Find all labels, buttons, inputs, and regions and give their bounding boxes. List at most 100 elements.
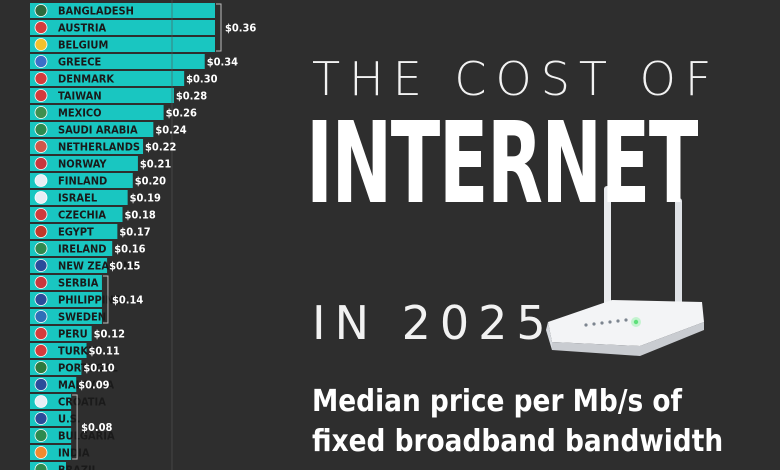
value-label: $0.21 [140,158,171,171]
country-label: SWEDEN [58,311,106,324]
flag-icon [34,378,48,391]
bar-row: INDIA [30,445,90,460]
value-label: $0.19 [130,192,161,205]
bar [30,224,118,239]
flag-icon [34,157,48,170]
flag-icon [34,38,48,51]
flag-icon [34,242,48,255]
flag-icon [34,310,48,323]
country-label: FINLAND [58,175,107,188]
country-label: PERU [58,328,88,341]
bar [30,3,215,18]
country-label: BRAZIL [58,464,99,470]
country-label: BULGARIA [58,430,115,443]
flag-icon [34,361,48,374]
country-label: ISRAEL [58,192,98,205]
bar-row: SAUDI ARABIA [30,122,154,137]
flag-icon [34,344,48,357]
bar [30,105,164,120]
bar-row: NORWAY [30,156,138,171]
value-label: $0.28 [176,90,207,103]
country-label: PHILIPPINES [58,294,128,307]
subtitle-line-1: Median price per Mb/s of [312,384,682,419]
country-label: CZECHIA [58,209,106,222]
bar [30,241,113,256]
country-label: U.S. [58,413,81,426]
flag-icon [34,89,48,102]
value-label: $0.14 [112,294,143,307]
bar-row: CROATIA [30,394,106,409]
country-label: SAUDI ARABIA [58,124,138,137]
value-label: $0.15 [109,260,140,273]
bar-row: BULGARIA [30,428,115,443]
bar-row: PORTUGAL [30,360,118,375]
value-label: $0.26 [166,107,197,120]
flag-icon [34,327,48,340]
bar [30,156,138,171]
country-label: MEXICO [58,107,102,120]
bar-row: SWEDEN [30,309,106,324]
country-label: BELGIUM [58,39,108,52]
bar [30,258,108,273]
bar-row: BRAZIL [30,462,99,470]
subtitle: Median price per Mb/s of fixed broadband… [312,382,723,462]
bar [30,20,215,35]
value-label: $0.08 [81,421,112,434]
country-label: MALAYSIA [58,379,114,392]
country-label: TURKEY [58,345,103,358]
country-label: NETHERLANDS [58,141,140,154]
flag-icon [34,208,48,221]
value-label: $0.18 [125,209,156,222]
bar [30,122,154,137]
country-label: EGYPT [58,226,94,239]
country-label: TAIWAN [58,90,102,103]
flag-icon [34,276,48,289]
value-label: $0.36 [225,22,256,35]
bar-row: MEXICO [30,105,164,120]
bar-row: SERBIA [30,275,102,290]
value-label: $0.20 [135,175,166,188]
value-label: $0.17 [119,226,150,239]
country-label: BANGLADESH [58,5,134,18]
country-label: CROATIA [58,396,106,409]
flag-icon [34,55,48,68]
bar-row: FINLAND [30,173,133,188]
bar-row: NEW ZEALAND [30,258,139,273]
value-label: $0.10 [83,362,114,375]
country-label: NORWAY [58,158,107,171]
bar [30,309,102,324]
router-icon [546,186,704,356]
bar [30,88,174,103]
bar-row: TURKEY [30,343,103,358]
flag-icon [34,446,48,459]
flag-icon [34,259,48,272]
bar-row: NETHERLANDS [30,139,144,154]
flag-icon [34,4,48,17]
value-label: $0.16 [114,243,145,256]
value-label: $0.34 [207,56,238,69]
bar-row: ISRAEL [30,190,128,205]
title-line-3: IN 2025 [312,296,555,350]
country-label: SERBIA [58,277,99,290]
value-label: $0.30 [186,73,217,86]
country-label: GREECE [58,56,102,69]
flag-icon [34,395,48,408]
value-label: $0.12 [94,328,125,341]
country-label: NEW ZEALAND [58,260,139,273]
flag-icon [34,412,48,425]
bar-row: CZECHIA [30,207,123,222]
group-bracket [216,3,222,52]
flag-icon [34,225,48,238]
flag-icon [34,123,48,136]
bar-row: GREECE [30,54,205,69]
flag-icon [34,174,48,187]
country-label: DENMARK [58,73,114,86]
bar-row: BELGIUM [30,37,215,52]
value-label: $0.24 [155,124,186,137]
flag-icon [34,429,48,442]
country-label: AUSTRIA [58,22,107,35]
value-label: $0.22 [145,141,176,154]
bar [30,292,102,307]
country-label: PORTUGAL [58,362,118,375]
